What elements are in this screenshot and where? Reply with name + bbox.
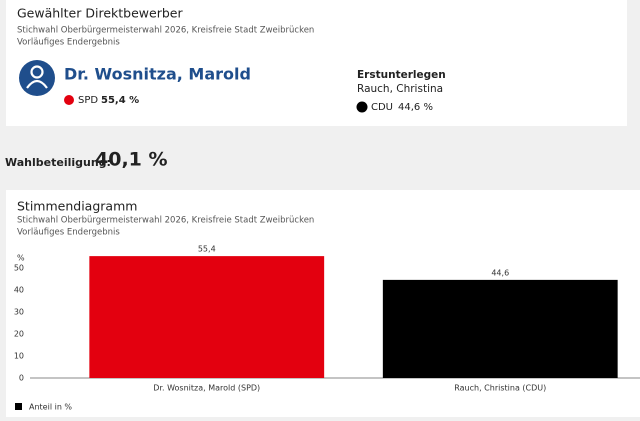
y-axis-label: % (17, 254, 25, 263)
winner-share: 55,4 % (101, 95, 139, 106)
winner-name: Dr. Wosnitza, Marold (64, 65, 251, 84)
bar (382, 279, 618, 378)
chart-subtitle: Stichwahl Oberbürgermeisterwahl 2026, Kr… (17, 216, 314, 226)
turnout-value: 40,1 % (95, 149, 168, 171)
card-status: Vorläufiges Endergebnis (17, 38, 120, 48)
y-tick-label: 30 (14, 308, 24, 317)
y-tick-label: 0 (19, 374, 24, 383)
runner-up-party-dot (356, 101, 368, 113)
legend-swatch (15, 403, 22, 410)
y-tick-label: 10 (14, 352, 24, 361)
bar (89, 256, 325, 378)
value-label: 44,6 (491, 268, 509, 277)
x-tick-label: Dr. Wosnitza, Marold (SPD) (153, 384, 260, 393)
runner-up-share: 44,6 % (398, 102, 433, 113)
x-tick-label: Rauch, Christina (CDU) (454, 384, 546, 393)
person-icon (19, 60, 55, 96)
card-title: Gewählter Direktbewerber (17, 6, 183, 21)
chart-title: Stimmendiagramm (17, 199, 137, 214)
chart-note: Vorläufiges Endergebnis (17, 228, 120, 238)
legend-label: Anteil in % (29, 403, 72, 412)
y-tick-label: 20 (14, 330, 24, 339)
result-card (6, 0, 627, 126)
runner-up-name: Rauch, Christina (357, 83, 443, 95)
runner-up-party: CDU (371, 102, 393, 113)
y-tick-label: 40 (14, 286, 24, 295)
value-label: 55,4 (198, 245, 216, 254)
runner-up-label: Erstunterlegen (357, 69, 446, 81)
y-tick-label: 50 (14, 264, 24, 273)
card-subtitle: Stichwahl Oberbürgermeisterwahl 2026, Kr… (17, 26, 314, 36)
winner-party: SPD (78, 95, 98, 106)
winner-party-dot (64, 95, 74, 105)
turnout-label: Wahlbeteiligung: (5, 156, 111, 169)
